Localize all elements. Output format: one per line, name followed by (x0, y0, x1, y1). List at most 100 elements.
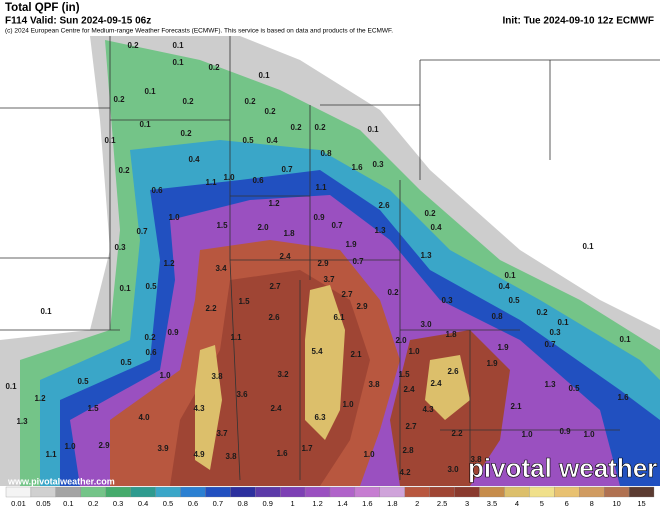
value-label: 0.5 (145, 282, 157, 291)
colorbar-swatch (80, 486, 106, 498)
value-label: 1.8 (283, 229, 295, 238)
copyright: (c) 2024 European Centre for Medium-rang… (5, 28, 393, 35)
precip-area (425, 355, 470, 420)
colorbar-label: 1.4 (337, 499, 347, 508)
website: www.pivotalweather.com (7, 476, 115, 486)
value-label: 3.0 (420, 320, 432, 329)
value-label: 0.5 (120, 358, 132, 367)
value-label: 6.1 (333, 313, 345, 322)
state-borders (0, 36, 660, 481)
colorbar-swatch (255, 486, 281, 498)
colorbar-label: 0.6 (188, 499, 198, 508)
value-label: 2.0 (257, 223, 269, 232)
init-time: Init: Tue 2024-09-10 12z ECMWF (502, 16, 654, 27)
value-label: 1.0 (342, 400, 354, 409)
value-label: 0.2 (536, 308, 548, 317)
colorbar-swatch (354, 486, 380, 498)
colorbar-label: 1.6 (362, 499, 372, 508)
value-label: 2.7 (341, 290, 353, 299)
colorbar-label: 1.8 (387, 499, 397, 508)
precip-area (305, 285, 345, 440)
value-label: 4.3 (193, 404, 205, 413)
colorbar-label: 0.8 (238, 499, 248, 508)
colorbar-swatch (155, 486, 181, 498)
value-label: 0.8 (491, 312, 503, 321)
value-label: 2.8 (402, 446, 414, 455)
value-label: 2.1 (510, 402, 522, 411)
value-label: 2.7 (405, 422, 417, 431)
value-label: 0.3 (372, 160, 384, 169)
colorbar-label: 0.4 (138, 499, 148, 508)
value-label: 3.6 (236, 390, 248, 399)
value-label: 2.0 (395, 336, 407, 345)
colorbar-swatch (454, 486, 480, 498)
value-label: 2.4 (430, 379, 442, 388)
value-label: 0.7 (331, 221, 343, 230)
colorbar-label: 0.01 (11, 499, 26, 508)
colorbar-label: 0.3 (113, 499, 123, 508)
value-label: 0.5 (242, 136, 254, 145)
value-label: 0.2 (113, 95, 125, 104)
colorbar-swatch (180, 486, 206, 498)
colorbar-swatch (628, 486, 655, 498)
colorbar-label: 2 (415, 499, 419, 508)
value-label: 4.0 (138, 413, 150, 422)
value-label: 1.3 (544, 380, 556, 389)
value-label: 1.6 (351, 163, 363, 172)
value-label: 0.5 (568, 384, 580, 393)
value-label: 1.8 (445, 330, 457, 339)
value-label: 0.7 (352, 257, 364, 266)
value-label: 1.0 (64, 442, 76, 451)
colorbar-swatch (504, 486, 530, 498)
value-label: 1.1 (45, 450, 57, 459)
colorbar-label: 0.5 (163, 499, 173, 508)
value-label: 0.2 (264, 107, 276, 116)
value-label: 0.1 (40, 307, 52, 316)
value-label: 3.4 (215, 264, 227, 273)
value-label: 0.2 (144, 333, 156, 342)
value-label: 0.4 (188, 155, 200, 164)
value-label: 1.0 (223, 173, 235, 182)
colorbar-swatch (30, 486, 56, 498)
value-label: 1.1 (315, 183, 327, 192)
colorbar-label: 0.05 (36, 499, 51, 508)
value-label: 2.1 (350, 350, 362, 359)
value-label: 0.1 (504, 271, 516, 280)
value-label: 1.2 (163, 259, 175, 268)
colorbar-swatch (130, 486, 156, 498)
value-label: 1.6 (617, 393, 629, 402)
value-label: 0.1 (619, 335, 631, 344)
value-label: 1.0 (408, 347, 420, 356)
value-label: 0.1 (119, 284, 131, 293)
value-label: 1.1 (230, 333, 242, 342)
colorbar-label: 3 (465, 499, 469, 508)
value-label: 0.6 (151, 186, 163, 195)
value-label: 1.9 (486, 359, 498, 368)
colorbar-label: 1.2 (312, 499, 322, 508)
value-label: 0.2 (387, 288, 399, 297)
value-label: 2.6 (268, 313, 280, 322)
value-label: 0.1 (5, 382, 17, 391)
value-label: 1.0 (521, 430, 533, 439)
value-label: 1.5 (398, 370, 410, 379)
colorbar-swatch (5, 486, 32, 498)
value-label: 0.1 (172, 41, 184, 50)
value-label: 0.3 (114, 243, 126, 252)
value-label: 0.7 (281, 165, 293, 174)
colorbar-swatch (105, 486, 131, 498)
value-label: 0.9 (313, 213, 325, 222)
colorbar-swatch (479, 486, 505, 498)
value-label: 2.9 (356, 302, 368, 311)
colorbar-swatch (230, 486, 256, 498)
valid-time: F114 Valid: Sun 2024-09-15 06z (5, 16, 151, 27)
colorbar-label: 1 (291, 499, 295, 508)
value-label: 6.3 (314, 413, 326, 422)
value-label: 0.4 (498, 282, 510, 291)
value-label: 3.9 (157, 444, 169, 453)
value-label: 0.2 (208, 63, 220, 72)
colorbar-label: 3.5 (487, 499, 497, 508)
value-label: 3.8 (211, 372, 223, 381)
value-label: 3.2 (277, 370, 289, 379)
value-label: 4.9 (193, 450, 205, 459)
value-label: 1.2 (34, 394, 46, 403)
